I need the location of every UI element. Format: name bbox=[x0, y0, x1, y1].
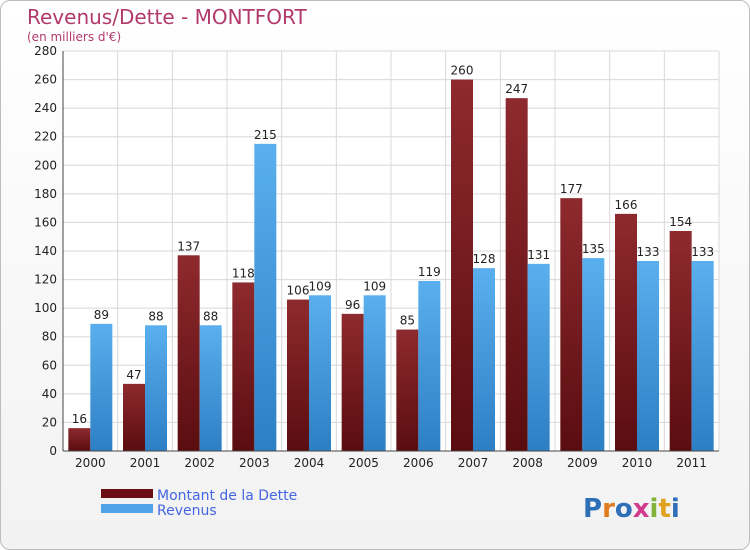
legend: Montant de la Dette Revenus bbox=[101, 488, 297, 519]
data-label-revenus: 88 bbox=[203, 309, 218, 323]
data-label-revenus: 135 bbox=[582, 242, 605, 256]
bar-revenus bbox=[527, 263, 550, 451]
bar-revenus bbox=[418, 281, 441, 451]
data-label-revenus: 133 bbox=[637, 245, 660, 259]
proxiti-logo: Proxiti bbox=[583, 494, 680, 524]
bar-dette bbox=[669, 231, 692, 451]
data-label-dette: 154 bbox=[669, 215, 692, 229]
legend-label-dette: Montant de la Dette bbox=[157, 488, 297, 504]
x-tick-label: 2008 bbox=[512, 456, 543, 470]
data-label-dette: 47 bbox=[126, 368, 141, 382]
y-tick-label: 40 bbox=[42, 387, 57, 401]
x-tick-label: 2009 bbox=[567, 456, 598, 470]
data-label-dette: 166 bbox=[615, 198, 638, 212]
y-tick-label: 160 bbox=[34, 215, 57, 229]
x-tick-label: 2005 bbox=[348, 456, 379, 470]
data-label-dette: 16 bbox=[72, 412, 87, 426]
data-label-dette: 247 bbox=[505, 82, 528, 96]
y-tick-label: 80 bbox=[42, 330, 57, 344]
x-tick-label: 2010 bbox=[622, 456, 653, 470]
bar-revenus bbox=[363, 295, 386, 451]
y-tick-label: 140 bbox=[34, 244, 57, 258]
bar-dette bbox=[396, 329, 419, 451]
bar-revenus bbox=[309, 295, 331, 451]
bar-revenus bbox=[473, 268, 495, 451]
x-tick-label: 2002 bbox=[184, 456, 215, 470]
legend-swatch-revenus bbox=[101, 504, 153, 513]
bar-dette bbox=[232, 282, 255, 451]
y-tick-label: 60 bbox=[42, 358, 57, 372]
data-label-revenus: 133 bbox=[691, 245, 714, 259]
y-tick-label: 0 bbox=[49, 444, 57, 458]
bar-dette bbox=[560, 198, 583, 451]
data-label-dette: 106 bbox=[287, 284, 310, 298]
x-tick-label: 2004 bbox=[294, 456, 325, 470]
data-label-dette: 260 bbox=[451, 64, 474, 78]
data-label-revenus: 88 bbox=[148, 309, 163, 323]
bar-dette bbox=[505, 98, 528, 452]
bar-dette bbox=[341, 313, 364, 451]
bar-dette bbox=[615, 213, 637, 451]
bar-revenus bbox=[145, 325, 167, 451]
x-tick-label: 2000 bbox=[75, 456, 106, 470]
bar-dette bbox=[123, 383, 145, 451]
x-tick-label: 2003 bbox=[239, 456, 270, 470]
data-label-dette: 96 bbox=[345, 298, 360, 312]
y-tick-label: 280 bbox=[34, 44, 57, 58]
y-tick-label: 220 bbox=[34, 130, 57, 144]
bar-dette bbox=[451, 79, 473, 452]
bar-revenus bbox=[199, 325, 222, 451]
bar-revenus bbox=[637, 261, 659, 451]
data-label-revenus: 131 bbox=[527, 248, 550, 262]
data-label-dette: 177 bbox=[560, 182, 583, 196]
x-tick-label: 2007 bbox=[458, 456, 489, 470]
y-tick-label: 240 bbox=[34, 101, 57, 115]
x-tick-label: 2006 bbox=[403, 456, 434, 470]
legend-label-revenus: Revenus bbox=[157, 503, 217, 519]
bar-dette bbox=[287, 299, 309, 451]
data-label-revenus: 109 bbox=[309, 279, 332, 293]
y-tick-label: 100 bbox=[34, 301, 57, 315]
bar-dette bbox=[68, 428, 91, 451]
bar-revenus bbox=[90, 323, 113, 451]
data-label-dette: 85 bbox=[400, 314, 415, 328]
bar-revenus bbox=[691, 261, 714, 451]
legend-swatch-dette bbox=[101, 489, 153, 498]
data-label-revenus: 215 bbox=[254, 128, 277, 142]
data-label-revenus: 119 bbox=[418, 265, 441, 279]
data-label-revenus: 89 bbox=[94, 308, 109, 322]
x-tick-label: 2011 bbox=[676, 456, 707, 470]
y-tick-label: 20 bbox=[42, 415, 57, 429]
bar-dette bbox=[177, 255, 200, 451]
data-label-revenus: 109 bbox=[363, 279, 386, 293]
y-tick-label: 180 bbox=[34, 187, 57, 201]
data-label-dette: 118 bbox=[232, 266, 255, 280]
data-label-dette: 137 bbox=[177, 239, 200, 253]
y-tick-label: 200 bbox=[34, 158, 57, 172]
bar-revenus bbox=[582, 258, 605, 451]
data-label-revenus: 128 bbox=[473, 252, 496, 266]
chart-subtitle: (en milliers d'€) bbox=[27, 30, 122, 44]
bar-revenus bbox=[254, 143, 277, 451]
chart-title: Revenus/Dette - MONTFORT bbox=[27, 5, 307, 29]
y-tick-label: 260 bbox=[34, 73, 57, 87]
x-tick-label: 2001 bbox=[130, 456, 161, 470]
y-tick-label: 120 bbox=[34, 273, 57, 287]
